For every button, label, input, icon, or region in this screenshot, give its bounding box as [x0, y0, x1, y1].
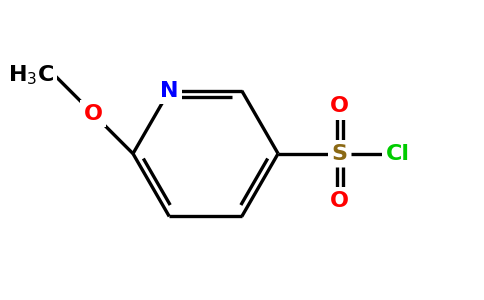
Text: N: N [160, 81, 179, 101]
Text: O: O [330, 191, 349, 211]
Text: S: S [332, 144, 348, 164]
Text: O: O [83, 103, 103, 124]
Text: H$_3$C: H$_3$C [8, 63, 55, 87]
Text: Cl: Cl [386, 144, 410, 164]
Text: O: O [330, 97, 349, 116]
